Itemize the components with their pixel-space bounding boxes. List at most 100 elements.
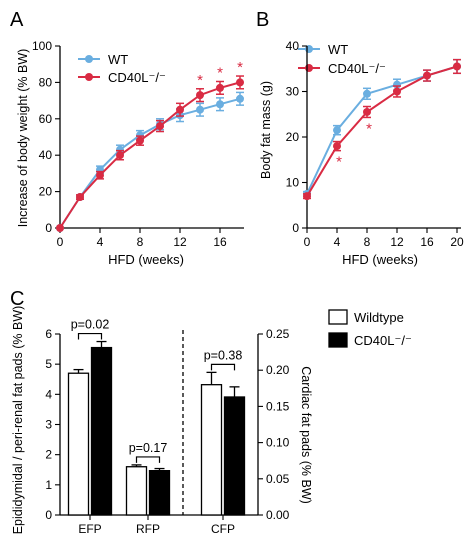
panel-a-significance-star: * xyxy=(197,72,203,89)
panel-b-data-point xyxy=(393,87,401,96)
panel-c-xtick-label: EFP xyxy=(78,522,101,535)
panel-a-data-point xyxy=(56,224,64,232)
legend-marker-cd40l xyxy=(305,64,313,72)
panel-c-pvalue: p=0.17 xyxy=(129,441,168,455)
panel-b-series-line-1 xyxy=(306,65,458,197)
panel-b-data-point xyxy=(423,71,431,80)
panel-b-data-point xyxy=(363,89,371,98)
legend-swatch-cd40l xyxy=(328,332,348,348)
panel-a-ytick-label: 60 xyxy=(39,112,53,126)
panel-a-xtick-label: 12 xyxy=(173,235,187,249)
panel-a-xtick-label: 16 xyxy=(213,235,227,249)
panel-b-ytick-label: 30 xyxy=(286,85,300,99)
panel-c-bar-cd40l xyxy=(90,346,113,516)
legend-label-wildtype: Wildtype xyxy=(354,310,404,325)
panel-c-bar-wildtype xyxy=(200,384,223,516)
panel-a-data-point xyxy=(176,105,184,114)
legend-label-wt: WT xyxy=(108,52,128,67)
panel-b-xtick-label: 12 xyxy=(390,235,404,249)
panel-c-bar-cd40l xyxy=(223,396,246,516)
legend-label-cd40l: CD40L⁻/⁻ xyxy=(354,333,412,348)
panel-b-legend: WT CD40L⁻/⁻ xyxy=(298,42,386,76)
legend-marker-wt xyxy=(85,55,93,63)
panel-letter-b: B xyxy=(256,9,269,31)
panel-c-ytick-label-right: 0.05 xyxy=(266,472,290,486)
panel-c-ytick-label-right: 0.20 xyxy=(266,363,290,377)
panel-a-data-point xyxy=(136,136,144,145)
panel-a-significance-star: * xyxy=(237,59,243,76)
panel-c-bracket xyxy=(210,363,236,371)
panel-a-xlabel: HFD (weeks) xyxy=(108,252,184,267)
panel-a-data-point xyxy=(236,94,244,103)
panel-b-data-point xyxy=(333,126,341,135)
panel-a-legend: WT CD40L⁻/⁻ xyxy=(78,52,166,85)
panel-c-pvalue: p=0.02 xyxy=(71,318,110,332)
panel-c-ytick-label-left: 3 xyxy=(45,418,52,432)
panel-a-data-point xyxy=(216,83,224,92)
panel-a-chart: HFD (weeks) Increase of body weight (% B… xyxy=(16,39,244,267)
panel-a-significance-star: * xyxy=(217,64,223,81)
panel-b-ytick-label: 10 xyxy=(286,176,300,190)
panel-c-ytick-label-left: 0 xyxy=(45,508,52,522)
panel-a-data-point xyxy=(236,78,244,87)
panel-a-xtick-label: 4 xyxy=(97,235,104,249)
panel-a-ytick-label: 80 xyxy=(39,75,53,89)
panel-a-series-line-0 xyxy=(59,97,241,229)
panel-b-xtick-label: 8 xyxy=(364,235,371,249)
panel-c-bar-wildtype xyxy=(67,372,90,516)
panel-a-data-point xyxy=(196,105,204,114)
panel-c-ytick-label-right: 0.10 xyxy=(266,436,290,450)
panel-c-bar-wildtype xyxy=(125,466,148,516)
panel-c-ytick-label-left: 1 xyxy=(45,478,52,492)
panel-c-bracket xyxy=(135,456,161,463)
panel-a-data-point xyxy=(216,100,224,109)
panel-b-ytick-label: 20 xyxy=(286,130,300,144)
panel-a-data-point xyxy=(116,151,124,160)
panel-c-ytick-label-left: 6 xyxy=(45,327,52,341)
panel-a-ytick-label: 0 xyxy=(45,221,52,235)
panel-b-ytick-label: 40 xyxy=(286,39,300,53)
panel-letter-a: A xyxy=(10,9,24,31)
panel-a-ylabel: Increase of body weight (% BW) xyxy=(16,49,30,228)
panel-b-data-point xyxy=(303,192,311,201)
panel-c-ytick-label-right: 0.15 xyxy=(266,399,290,413)
panel-letter-c: C xyxy=(10,288,24,310)
legend-label-cd40l: CD40L⁻/⁻ xyxy=(328,61,386,76)
panel-c-ytick-label-left: 4 xyxy=(45,387,52,401)
panel-a-data-point xyxy=(76,193,84,202)
panel-b-xtick-label: 0 xyxy=(304,235,311,249)
panel-c-ytick-label-left: 2 xyxy=(45,448,52,462)
panel-a-ytick-label: 20 xyxy=(39,185,53,199)
legend-marker-cd40l xyxy=(85,73,93,81)
panel-b-data-point xyxy=(453,62,461,71)
panel-c-ylabel-left: Epididymidal / peri-renal fat pads (% BW… xyxy=(11,306,25,535)
panel-a-ytick-label: 100 xyxy=(32,39,52,53)
panel-c-ytick-label-left: 5 xyxy=(45,357,52,371)
legend-swatch-wildtype xyxy=(328,309,348,325)
panel-b-ylabel: Body fat mass (g) xyxy=(259,81,273,179)
panel-b-xlabel: HFD (weeks) xyxy=(342,252,418,267)
panel-c-xtick-label: RFP xyxy=(136,522,160,535)
panel-c-bar-cd40l xyxy=(148,470,171,516)
panel-c-bracket xyxy=(77,332,103,340)
panel-a-xtick-label: 8 xyxy=(137,235,144,249)
panel-c-legend: Wildtype CD40L⁻/⁻ xyxy=(328,309,412,348)
panel-b-ytick-label: 0 xyxy=(292,221,299,235)
panel-c-ytick-label-right: 0.25 xyxy=(266,327,290,341)
panel-c-chart: Epididymidal / peri-renal fat pads (% BW… xyxy=(11,306,412,535)
legend-label-wt: WT xyxy=(328,42,348,57)
panel-b-xtick-label: 4 xyxy=(334,235,341,249)
panel-b-data-point xyxy=(363,107,371,116)
panel-c-ylabel-right: Cardiac fat pads (% BW) xyxy=(299,366,313,504)
panel-b-chart: HFD (weeks) Body fat mass (g) WT CD40L⁻/… xyxy=(259,39,464,267)
panel-b-significance-star: * xyxy=(366,120,372,137)
panel-c-pvalue: p=0.38 xyxy=(204,348,243,362)
panel-a-data-point xyxy=(156,122,164,131)
panel-b-xtick-label: 20 xyxy=(450,235,464,249)
panel-a-series-line-1 xyxy=(59,81,241,229)
panel-b-series-line-0 xyxy=(306,65,458,195)
panel-a-data-point xyxy=(196,91,204,100)
panel-a-xtick-label: 0 xyxy=(57,235,64,249)
panel-c-ytick-label-right: 0.00 xyxy=(266,508,290,522)
